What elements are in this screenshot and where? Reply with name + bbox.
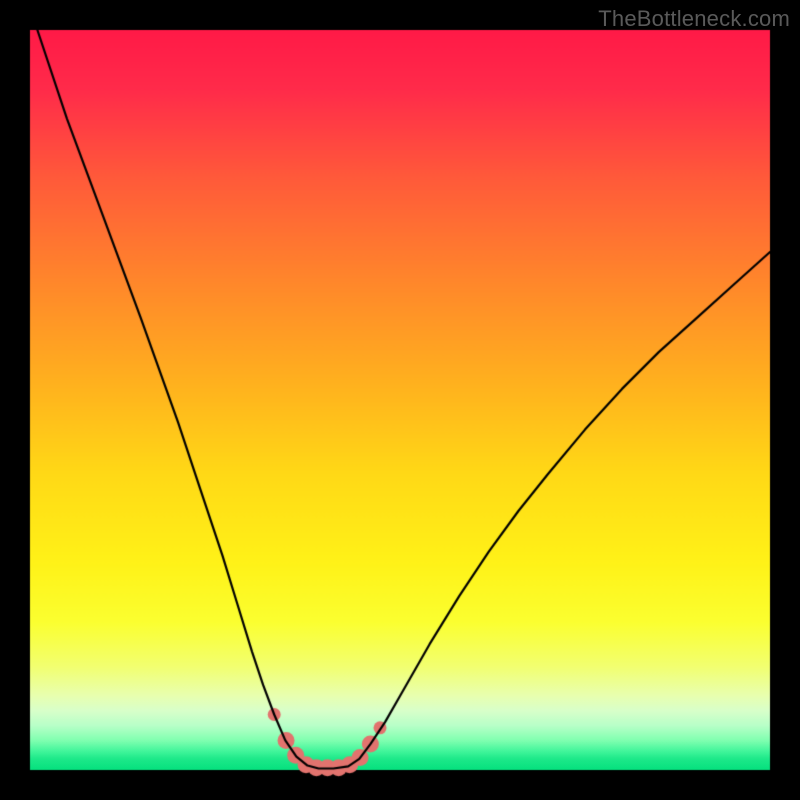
bottleneck-chart: TheBottleneck.com (0, 0, 800, 800)
chart-canvas (0, 0, 800, 800)
watermark-text: TheBottleneck.com (598, 6, 790, 32)
